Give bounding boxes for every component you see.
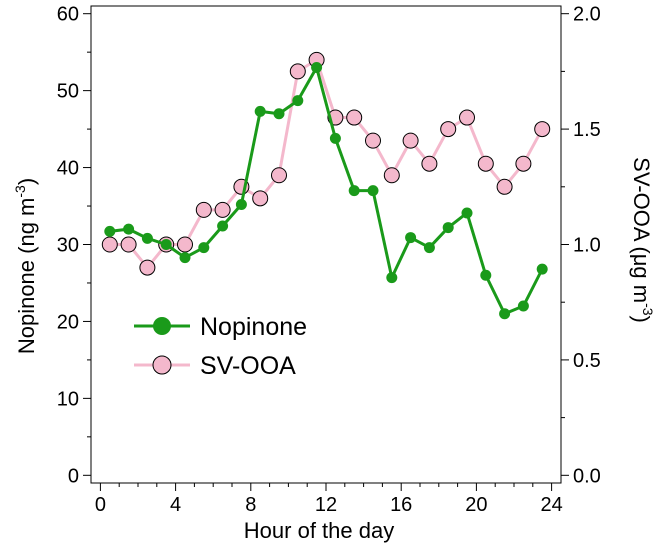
- data-point-svooa: [120, 236, 137, 253]
- data-point-svooa: [383, 167, 400, 184]
- data-point-nopinone: [179, 252, 191, 264]
- x-tick-label: 8: [245, 494, 256, 516]
- data-point-svooa: [289, 63, 306, 80]
- y-axis-right-label-tail: ): [629, 316, 654, 323]
- y-axis-right-label: SV-OOA (μg m-3): [629, 157, 656, 323]
- x-axis: 0 4 8 12 16 20 24: [95, 483, 563, 516]
- data-point-nopinone: [329, 132, 341, 144]
- data-point-svooa: [477, 155, 494, 172]
- data-point-nopinone: [235, 198, 247, 210]
- series-layer: [101, 51, 551, 320]
- y-axis-left-label-sup: -3: [12, 185, 28, 198]
- data-point-svooa: [496, 178, 513, 195]
- data-point-svooa: [139, 259, 156, 276]
- data-point-svooa: [402, 132, 419, 149]
- data-point-nopinone: [480, 269, 492, 281]
- data-point-svooa: [101, 236, 118, 253]
- y-right-tick-label: 1.0: [573, 235, 601, 257]
- data-point-nopinone: [367, 185, 379, 197]
- data-point-svooa: [515, 155, 532, 172]
- data-point-nopinone: [517, 300, 529, 312]
- y-axis-right: 0.0 0.5 1.0 1.5 2.0: [561, 4, 601, 487]
- data-point-nopinone: [198, 242, 210, 254]
- x-axis-label: Hour of the day: [244, 518, 394, 543]
- data-point-nopinone: [311, 62, 323, 74]
- data-point-svooa: [271, 167, 287, 184]
- legend-swatch-svooa-marker: [152, 355, 172, 375]
- data-point-svooa: [252, 190, 269, 207]
- y-left-tick-label: 10: [57, 388, 79, 410]
- data-point-svooa: [177, 236, 193, 253]
- data-point-nopinone: [348, 185, 360, 197]
- x-tick-label: 12: [315, 494, 337, 516]
- y-left-tick-label: 40: [57, 158, 79, 180]
- y-right-tick-label: 1.5: [573, 119, 601, 141]
- y-axis-right-label-sup: -3: [640, 303, 656, 316]
- x-tick-label: 20: [465, 494, 487, 516]
- y-axis-left-label: Nopinone (ng m-3): [12, 178, 39, 354]
- data-point-nopinone: [104, 225, 116, 237]
- legend-swatch-nopinone-marker: [153, 317, 171, 335]
- data-point-nopinone: [536, 263, 548, 275]
- legend-label-svooa: SV-OOA: [200, 352, 296, 380]
- legend: Nopinone SV-OOA: [134, 313, 307, 380]
- data-point-svooa: [365, 132, 381, 149]
- y-left-tick-label: 30: [57, 235, 79, 257]
- data-point-nopinone: [217, 220, 229, 232]
- data-point-nopinone: [423, 242, 435, 254]
- data-point-nopinone: [273, 108, 285, 120]
- x-tick-label: 4: [170, 494, 181, 516]
- data-point-nopinone: [442, 222, 454, 234]
- data-point-nopinone: [141, 232, 153, 244]
- y-right-tick-label: 2.0: [573, 4, 601, 26]
- series-line-svooa: [109, 58, 544, 270]
- series-line-nopinone: [109, 66, 544, 316]
- data-point-nopinone: [123, 223, 135, 235]
- y-axis-left-label-main: Nopinone (ng m: [14, 198, 39, 355]
- data-point-nopinone: [499, 308, 511, 320]
- y-left-tick-label: 20: [57, 311, 79, 333]
- y-axis-left: 0 10 20 30 40 50 60: [57, 4, 91, 487]
- data-point-svooa: [421, 155, 438, 172]
- x-tick-label: 16: [390, 494, 412, 516]
- data-point-nopinone: [405, 232, 417, 244]
- data-point-svooa: [346, 109, 363, 126]
- data-point-svooa: [214, 201, 231, 218]
- y-axis-right-label-main: SV-OOA (μg m: [629, 157, 654, 303]
- y-left-tick-label: 50: [57, 81, 79, 103]
- data-point-nopinone: [254, 105, 266, 117]
- y-right-tick-label: 0.5: [573, 350, 601, 372]
- data-point-nopinone: [160, 239, 172, 250]
- data-point-nopinone: [386, 272, 398, 284]
- y-left-tick-label: 60: [57, 4, 79, 26]
- y-right-tick-label: 0.0: [573, 465, 601, 487]
- data-point-nopinone: [292, 95, 304, 107]
- data-point-nopinone: [461, 207, 473, 219]
- x-tick-label: 0: [95, 494, 106, 516]
- data-point-svooa: [195, 201, 212, 218]
- data-point-svooa: [440, 121, 457, 138]
- data-point-svooa: [534, 121, 551, 138]
- y-left-tick-label: 0: [68, 465, 79, 487]
- data-point-svooa: [459, 109, 475, 126]
- y-axis-left-label-tail: ): [14, 178, 39, 185]
- x-tick-label: 24: [540, 494, 562, 516]
- legend-label-nopinone: Nopinone: [200, 313, 307, 341]
